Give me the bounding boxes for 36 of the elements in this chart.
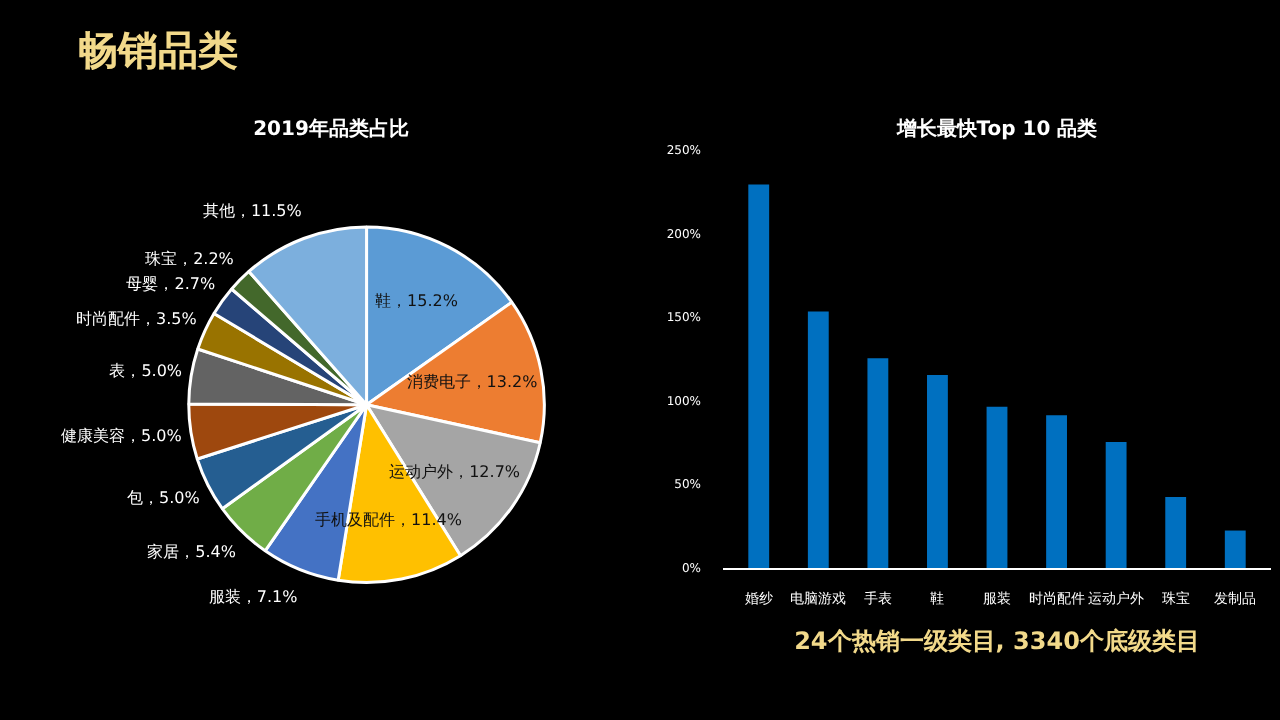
data-label: ，5.0%: [143, 488, 201, 507]
data-label: ，15.2%: [391, 291, 459, 310]
slice-label: 珠宝: [145, 250, 178, 269]
bar: [748, 184, 770, 569]
slice-label: 包: [127, 488, 144, 507]
slice-label: 家居: [147, 543, 180, 562]
data-label: ，11.5%: [234, 202, 303, 221]
slice-label: 时尚配件: [76, 309, 141, 328]
bar: [1165, 497, 1187, 569]
bar: [1046, 415, 1067, 569]
bar: [1105, 441, 1127, 569]
data-label: ，7.1%: [240, 587, 299, 606]
slice-label: 消费电子: [406, 372, 471, 391]
data-label: ，3.5%: [140, 309, 198, 328]
data-label: ，11.4%: [395, 510, 463, 529]
text: 24个热销一级类目, 3340个底级类目: [794, 627, 1200, 655]
data-label: ，5.0%: [125, 362, 183, 381]
data-label: ，12.7%: [453, 463, 521, 482]
slice-label: 表: [109, 362, 126, 381]
bar: [927, 375, 948, 569]
slice-label: 其他: [202, 202, 235, 221]
bar: [807, 311, 829, 569]
slice-label: 健康美容: [61, 427, 126, 446]
slice-label: 鞋: [375, 291, 392, 310]
data-label: ，13.2%: [470, 372, 539, 391]
bar: [1224, 530, 1246, 569]
slice-label: 母婴: [126, 274, 159, 293]
data-label: ，2.2%: [177, 250, 235, 269]
bar: [867, 358, 889, 569]
bar: [986, 406, 1008, 569]
data-label: ，5.0%: [125, 427, 183, 446]
text: 畅销品类: [76, 24, 238, 78]
chart-title: 2019年品类占比: [253, 117, 409, 141]
data-label: ，5.4%: [179, 543, 237, 562]
data-label: ，2.7%: [158, 274, 216, 293]
chart-title: 增长最快Top 10 品类: [894, 117, 1098, 141]
